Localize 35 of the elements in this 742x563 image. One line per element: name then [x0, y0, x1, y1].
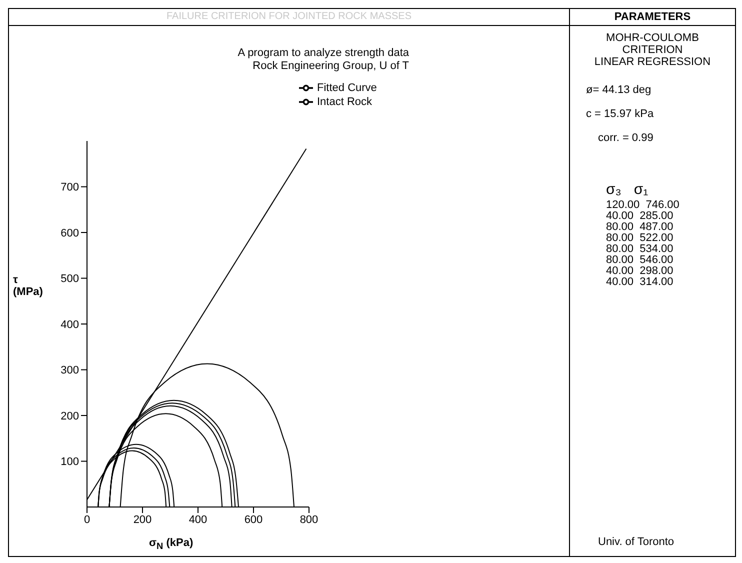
x-tick-label: 600: [244, 514, 263, 526]
text: A program to analyze strength data: [236, 47, 409, 60]
text: LINEAR REGRESSION: [593, 56, 712, 68]
y-tick-label: 600: [60, 227, 79, 240]
y-axis-title: τ (MPa): [13, 274, 44, 298]
legend-label: Intact Rock: [317, 96, 372, 108]
text: CRITERION: [621, 44, 684, 56]
y-tick-label: 500: [60, 273, 79, 286]
text: PARAMETERS: [570, 9, 735, 26]
x-tick-label: 200: [133, 514, 152, 526]
x-tick-label: 0: [84, 514, 90, 526]
y-tick-label: 100: [60, 456, 79, 468]
text: σ₃ σ₁: [606, 180, 650, 200]
x-tick-label: 800: [300, 514, 318, 526]
text: 40.00 298.00: [606, 265, 674, 277]
y-tick-label: 300: [60, 364, 79, 377]
text: 40.00 314.00: [606, 276, 674, 288]
text: 80.00 487.00: [606, 221, 674, 233]
text: 80.00 534.00: [606, 243, 674, 255]
text: 80.00 522.00: [606, 232, 674, 244]
text: 120.00 746.00: [606, 199, 680, 211]
y-tick-label: 200: [60, 410, 79, 422]
text: ø= 44.13 deg: [586, 83, 652, 98]
text: Univ. of Toronto: [598, 536, 674, 548]
x-tick-label: 400: [188, 514, 208, 526]
text: c = 15.97 kPa: [586, 107, 655, 122]
text: corr. = 0.99: [598, 131, 654, 146]
legend-label: Fitted Curve: [317, 82, 377, 94]
y-tick-label: 700: [60, 182, 79, 194]
text: 40.00 285.00: [606, 210, 674, 222]
text: Rock Engineering Group, U of T: [252, 60, 409, 73]
text: MOHR-COULOMB: [605, 32, 700, 44]
y-tick-label: 400: [60, 318, 79, 331]
x-axis-title: σ$_{N}$ (kPa): [149, 537, 194, 552]
text: 80.00 546.00: [606, 254, 674, 266]
